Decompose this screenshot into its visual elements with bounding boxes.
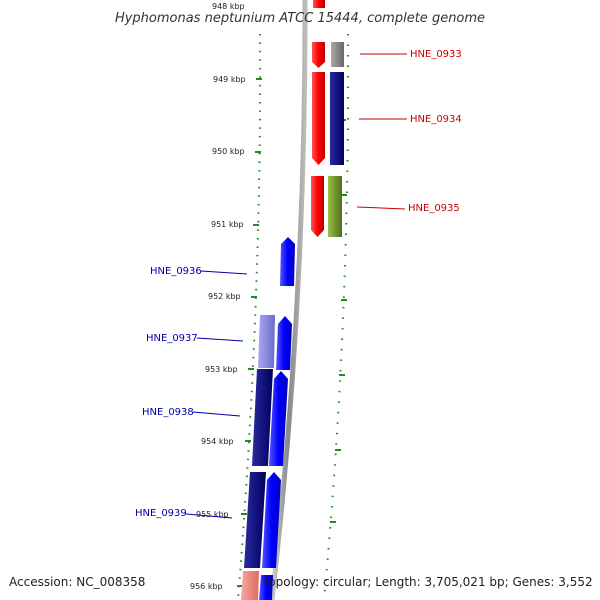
reverse-strand-genes bbox=[259, 237, 295, 600]
scale-tick-label: 955 kbp bbox=[196, 510, 229, 519]
gene-arrow-hne-0934[interactable] bbox=[312, 72, 325, 165]
scale-tick-label: 956 kbp bbox=[190, 582, 223, 591]
gene-label[interactable]: HNE_0933 bbox=[410, 49, 462, 60]
genome-backbone bbox=[269, 0, 308, 600]
scale-tick-label: 949 kbp bbox=[213, 75, 246, 84]
gene-arrow-hne-0938[interactable] bbox=[269, 371, 288, 466]
scale-tick-label: 948 kbp bbox=[212, 2, 245, 11]
gene-arrow-hne-0939[interactable] bbox=[262, 472, 281, 568]
scale-tick-label: 954 kbp bbox=[201, 437, 234, 446]
gene-label[interactable]: HNE_0938 bbox=[142, 407, 194, 418]
forward-strand-genes bbox=[311, 0, 325, 237]
gene-label[interactable]: HNE_0934 bbox=[410, 114, 462, 125]
scale-tick-label: 950 kbp bbox=[212, 147, 245, 156]
accession-label: Accession: NC_008358 bbox=[9, 575, 145, 589]
scale-tick-label: 951 kbp bbox=[211, 220, 244, 229]
gene-arrow-hne-0935[interactable] bbox=[311, 176, 324, 237]
gene-arrow[interactable] bbox=[313, 0, 325, 8]
gc-content-ring-outer bbox=[323, 33, 350, 600]
gene-arrow-hne-0933[interactable] bbox=[312, 42, 325, 68]
gene-arrow[interactable] bbox=[259, 575, 273, 600]
gene-label-leaders bbox=[185, 53, 407, 519]
scale-tick-label: 953 kbp bbox=[205, 365, 238, 374]
cog-category-reverse bbox=[241, 315, 275, 600]
gene-label[interactable]: HNE_0936 bbox=[150, 266, 202, 277]
gene-label[interactable]: HNE_0939 bbox=[135, 508, 187, 519]
gene-arrow-hne-0937[interactable] bbox=[276, 316, 292, 370]
gene-arrow-hne-0936[interactable] bbox=[280, 237, 295, 286]
gene-label[interactable]: HNE_0937 bbox=[146, 333, 198, 344]
scale-tick-label: 952 kbp bbox=[208, 292, 241, 301]
cog-category-forward bbox=[328, 42, 344, 237]
topology-summary: Topology: circular; Length: 3,705,021 bp… bbox=[262, 575, 593, 589]
map-title: Hyphomonas neptunium ATCC 15444, complet… bbox=[115, 11, 485, 26]
gene-label[interactable]: HNE_0935 bbox=[408, 203, 460, 214]
